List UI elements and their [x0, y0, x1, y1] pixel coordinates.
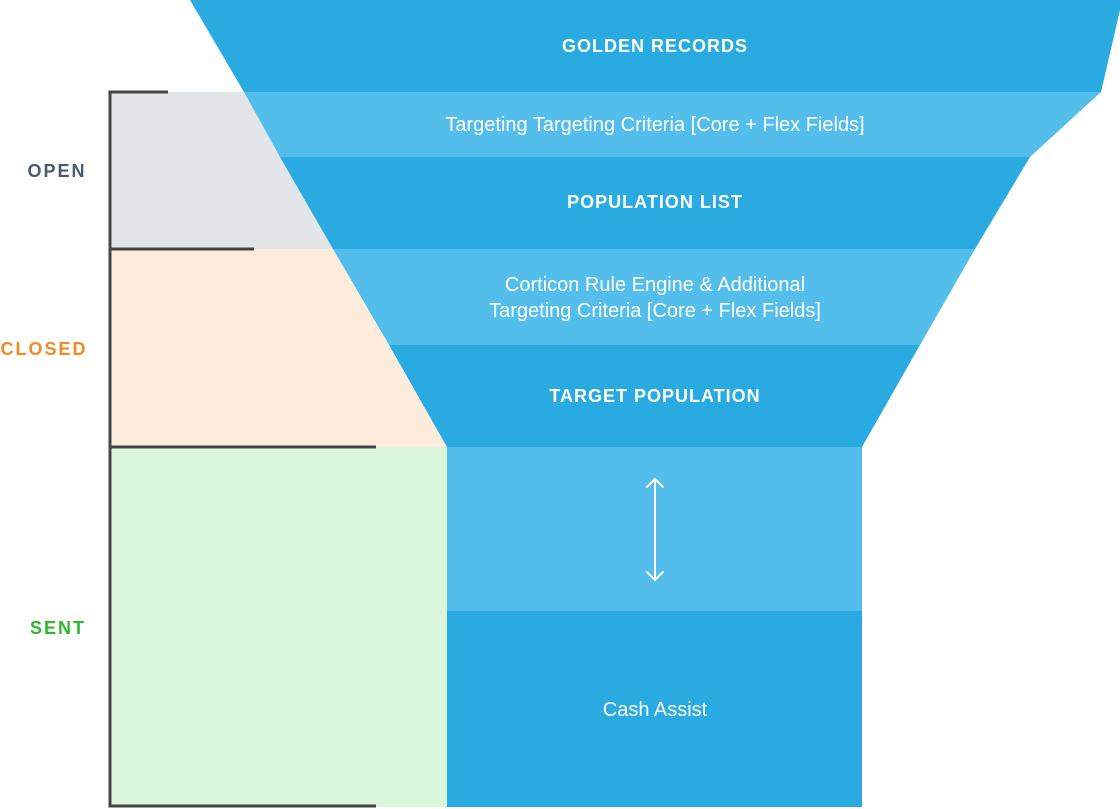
- open-stage-label: OPEN: [27, 161, 86, 181]
- target-population-label: TARGET POPULATION: [549, 386, 760, 406]
- sent-stage-label: SENT: [30, 618, 86, 638]
- targeting-criteria-band: [244, 92, 1101, 157]
- sent-stage-region: [110, 447, 447, 807]
- stage-bracket: [108, 90, 376, 808]
- target-population-band: [389, 345, 920, 447]
- population-list-band: [280, 157, 1030, 249]
- rule-engine-band: [333, 249, 975, 345]
- population-list-label: POPULATION LIST: [567, 192, 743, 212]
- cash-assist-label: Cash Assist: [603, 699, 708, 721]
- closed-stage-region: [110, 249, 447, 447]
- golden-records-label: GOLDEN RECORDS: [562, 36, 748, 56]
- rule-engine-label-line1: Corticon Rule Engine & Additional: [505, 274, 805, 296]
- closed-stage-label: CLOSED: [0, 339, 87, 359]
- double-arrow-icon: [646, 478, 664, 581]
- cash-assist-band: [447, 611, 862, 807]
- targeting-criteria-label: Targeting Targeting Criteria [Core + Fle…: [445, 114, 864, 136]
- golden-records-band: [190, 0, 1120, 92]
- rule-engine-label-line2: Targeting Criteria [Core + Flex Fields]: [489, 300, 821, 322]
- open-stage-region: [110, 92, 333, 249]
